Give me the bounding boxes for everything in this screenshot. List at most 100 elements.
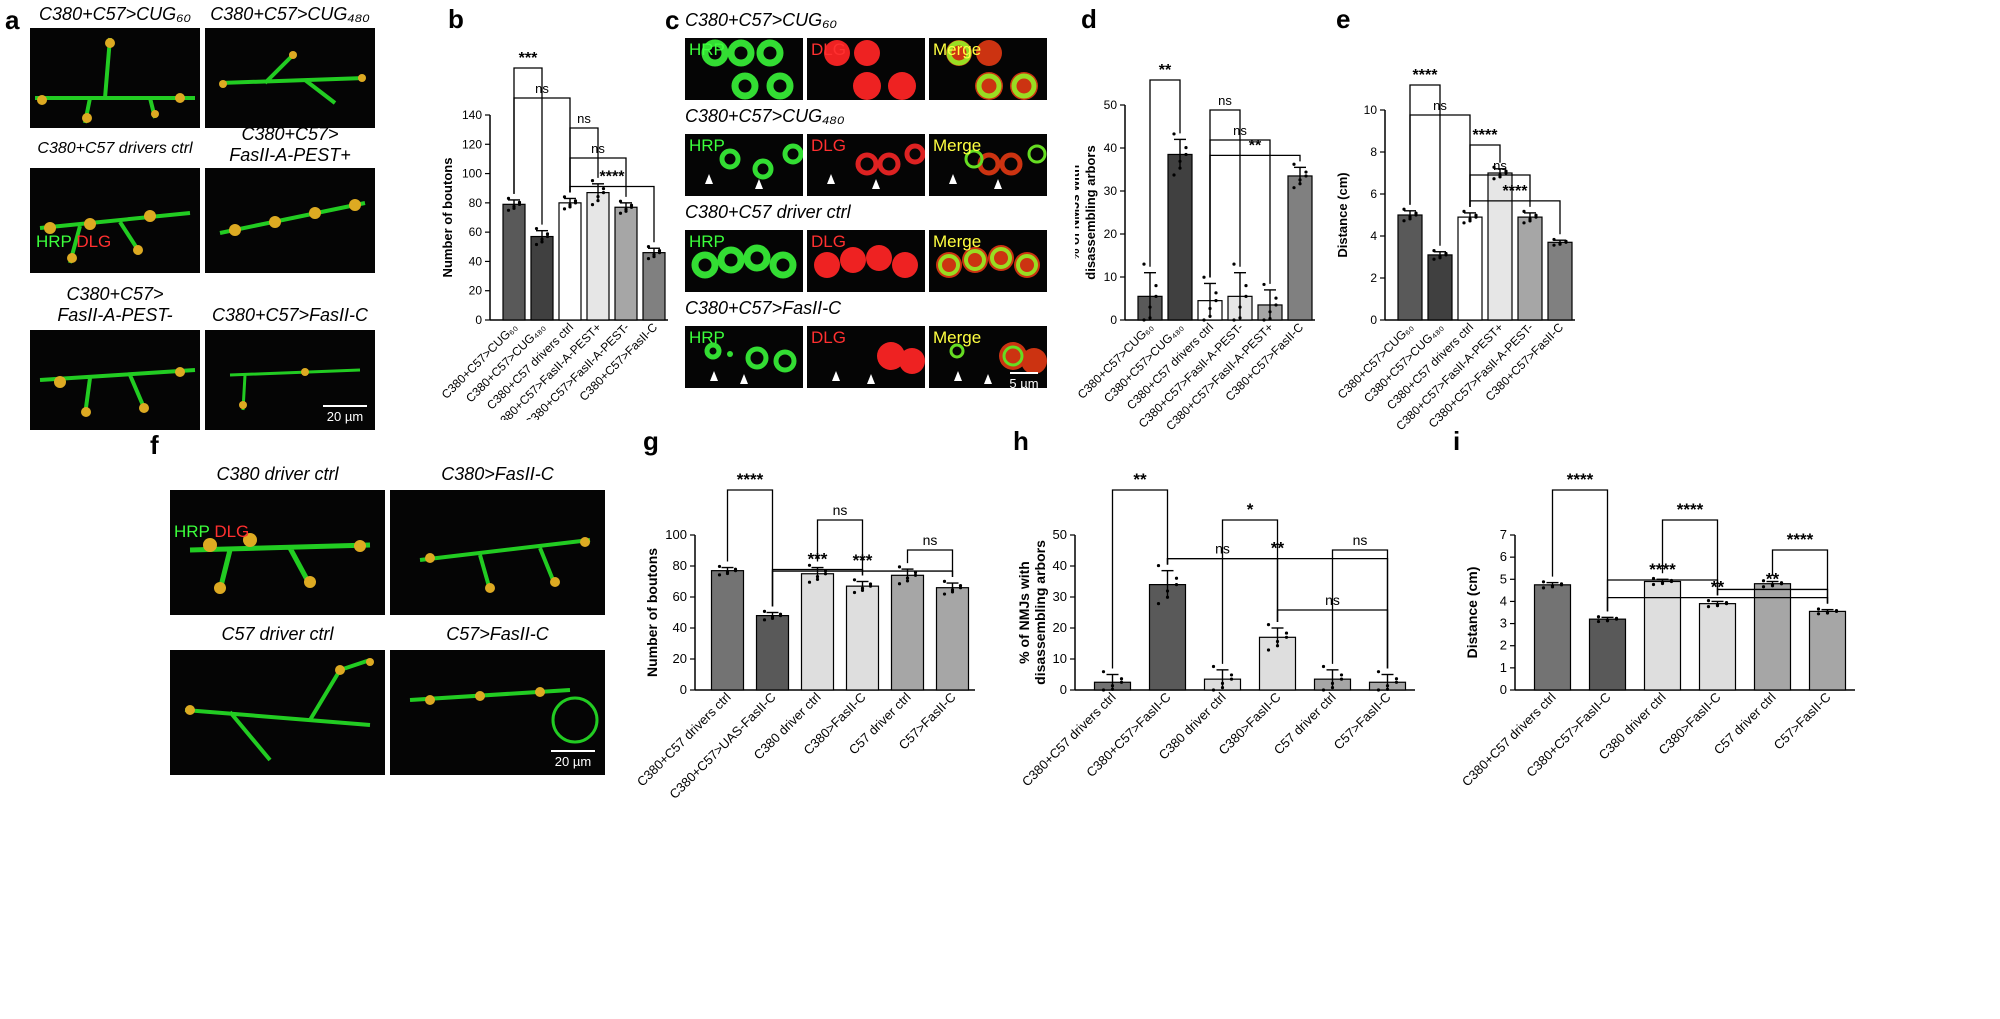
- data-point-d-1: [1178, 159, 1182, 163]
- data-point-d-2: [1208, 306, 1212, 311]
- significance-label-e-1: ns: [1433, 98, 1447, 113]
- bar-g-5: [935, 587, 970, 691]
- data-point-i-4: [1779, 582, 1784, 586]
- y-tick-label-h: 40: [1053, 558, 1067, 573]
- data-point-e-0: [1414, 213, 1418, 217]
- data-point-b-0: [506, 196, 511, 200]
- panel-label-b: b: [448, 4, 464, 34]
- data-point-d-2: [1208, 314, 1212, 318]
- bar-e-2: [1457, 216, 1483, 321]
- data-point-b-3: [596, 195, 600, 199]
- significance-label-g-0: ****: [737, 470, 764, 489]
- data-point-d-4: [1262, 318, 1266, 322]
- data-point-i-0: [1559, 583, 1564, 587]
- data-point-g-1: [778, 614, 783, 618]
- caption-a-4b: FasII-A-PEST+: [229, 145, 351, 165]
- significance-label-i-2: ****: [1787, 530, 1814, 549]
- data-point-i-2: [1669, 579, 1674, 584]
- data-point-g-4: [897, 565, 902, 569]
- y-tick-label-i: 2: [1500, 638, 1507, 653]
- data-point-h-1: [1174, 576, 1179, 580]
- bar-b-4: [614, 206, 638, 321]
- significance-bracket-g-1: [816, 519, 864, 576]
- data-point-b-3: [596, 198, 600, 203]
- y-tick-label-h: 10: [1053, 651, 1067, 666]
- y-tick-label-b: 100: [462, 167, 482, 181]
- data-point-d-4: [1274, 296, 1278, 300]
- data-point-g-4: [905, 576, 910, 580]
- data-point-b-0: [506, 208, 511, 212]
- data-point-e-1: [1438, 256, 1442, 260]
- data-point-d-3: [1244, 284, 1248, 288]
- data-point-b-3: [601, 191, 606, 195]
- y-tick-label-d: 10: [1104, 270, 1118, 284]
- scale-label-f: 20 µm: [554, 754, 592, 769]
- significance-bracket-b-4: [569, 185, 655, 243]
- data-point-h-3: [1266, 648, 1271, 652]
- y-tick-label-i: 0: [1500, 682, 1507, 697]
- data-point-i-3: [1706, 599, 1711, 603]
- significance-label-d-2: ns: [1233, 123, 1247, 138]
- data-point-i-4: [1770, 584, 1775, 588]
- significance-label-b-3: ns: [591, 141, 605, 156]
- y-tick-label-g: 60: [673, 589, 687, 604]
- bar-i-3: [1698, 603, 1737, 691]
- significance-label-d-3: **: [1249, 137, 1262, 154]
- data-point-d-3: [1238, 316, 1242, 320]
- data-point-h-5: [1385, 687, 1390, 691]
- data-point-i-4: [1761, 579, 1766, 583]
- scale-bar-c: 5 µm: [1006, 372, 1042, 391]
- significance-bracket-h-2: [1331, 549, 1389, 669]
- chart-i: i 0 1 2 3 4 5 6 7 Distance (cm) C380+C57 drivers c…: [1453, 430, 1855, 789]
- data-point-b-0: [512, 206, 516, 210]
- y-tick-label-i: 1: [1500, 660, 1507, 675]
- bar-g-1: [755, 615, 790, 691]
- significance-label-h-1: *: [1247, 500, 1254, 519]
- data-point-b-2: [568, 205, 572, 209]
- data-point-g-4: [897, 582, 902, 586]
- data-point-e-0: [1408, 217, 1412, 221]
- micrograph-a-1: [30, 28, 200, 128]
- data-point-e-1: [1432, 249, 1436, 253]
- data-point-b-4: [618, 211, 623, 215]
- category-label-i-0: C380+C57 drivers ctrl: [1459, 689, 1559, 789]
- scale-label-c: 5 µm: [1009, 376, 1039, 391]
- data-point-h-2: [1220, 681, 1225, 685]
- channel-label-merge-1: Merge: [933, 40, 982, 59]
- data-point-e-4: [1534, 215, 1538, 219]
- y-tick-label-i: 6: [1500, 549, 1507, 564]
- caption-f-4: C57>FasII-C: [446, 624, 549, 644]
- significance-label-e-4: ****: [1503, 183, 1529, 200]
- data-point-h-3: [1284, 635, 1289, 639]
- data-point-d-1: [1184, 146, 1188, 150]
- category-label-h-0: C380+C57 drivers ctrl: [1019, 689, 1119, 789]
- micrograph-f-2: [390, 490, 605, 615]
- bar-i-5: [1808, 610, 1847, 691]
- significance-bracket-h-5: [1166, 558, 1389, 669]
- y-tick-label-b: 0: [475, 313, 482, 327]
- significance-bracket-i-3: [1606, 579, 1719, 612]
- y-tick-label-g: 100: [665, 527, 687, 542]
- significance-label-i-0: ****: [1567, 470, 1594, 489]
- data-point-b-2: [562, 195, 567, 199]
- data-point-h-1: [1165, 595, 1170, 599]
- data-point-e-3: [1492, 177, 1496, 181]
- significance-label-h-0: **: [1133, 470, 1147, 489]
- channel-label-hrp-2: HRP: [689, 136, 725, 155]
- data-point-i-0: [1550, 585, 1555, 589]
- significance-bracket-i-2: [1771, 549, 1829, 604]
- significance-label-i-4: **: [1766, 569, 1780, 588]
- y-axis-label-d: disassembling arbors: [1083, 145, 1098, 279]
- data-point-b-1: [540, 240, 544, 244]
- data-point-h-4: [1321, 664, 1326, 669]
- data-point-d-4: [1262, 282, 1266, 287]
- data-point-g-3: [852, 578, 857, 582]
- micrograph-f-4: [390, 650, 605, 775]
- chart-h: h 0 10 20 30 40 50 % of NMJs with disassembling …: [1013, 430, 1415, 789]
- scale-label-a: 20 µm: [326, 409, 364, 424]
- data-point-b-1: [534, 226, 539, 231]
- data-point-h-4: [1321, 688, 1326, 692]
- y-tick-label-e: 8: [1370, 145, 1377, 159]
- data-point-e-5: [1552, 237, 1556, 242]
- data-point-b-5: [646, 245, 651, 249]
